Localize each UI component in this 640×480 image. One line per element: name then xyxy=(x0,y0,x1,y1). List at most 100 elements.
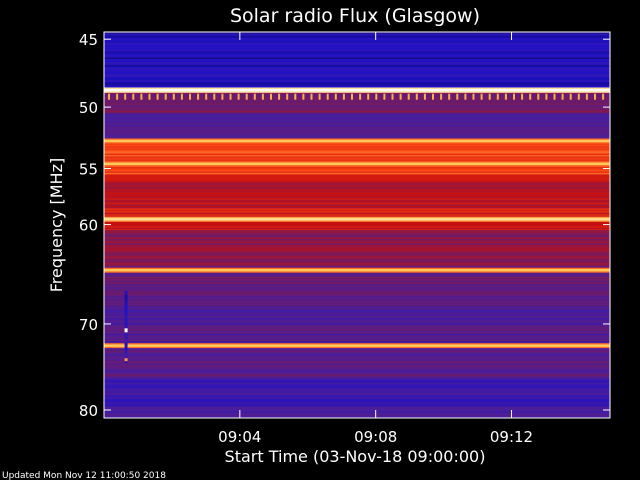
spike-mark xyxy=(108,93,110,100)
spike-mark xyxy=(367,93,370,100)
band-row xyxy=(104,284,610,286)
band-row xyxy=(104,125,610,128)
spike-mark xyxy=(423,93,426,100)
burst-segment xyxy=(124,322,128,327)
band-row xyxy=(104,133,610,135)
band-row xyxy=(104,38,610,40)
band-row xyxy=(104,312,610,315)
band-row xyxy=(104,396,610,399)
band-row xyxy=(104,186,610,189)
y-tick-label: 60 xyxy=(79,217,98,235)
band-row xyxy=(104,349,610,352)
band-row xyxy=(104,308,610,310)
band-row xyxy=(104,212,610,215)
band-row xyxy=(104,390,610,393)
band-row xyxy=(104,187,610,190)
band-row xyxy=(104,51,610,54)
band-row xyxy=(104,211,610,213)
burst-segment xyxy=(124,290,128,295)
burst-segment xyxy=(124,342,128,347)
y-axis-ticks: 45 50 55 60 70 80 xyxy=(79,31,98,420)
band-row xyxy=(104,393,610,396)
band-row xyxy=(104,299,610,301)
band-row xyxy=(104,156,610,159)
spike-mark xyxy=(472,93,475,100)
band-row xyxy=(104,258,610,261)
emission-line xyxy=(104,269,610,272)
band-row xyxy=(104,378,610,381)
spike-mark xyxy=(164,93,167,100)
band-row xyxy=(104,103,610,105)
band-row xyxy=(104,388,610,391)
burst-segment xyxy=(124,334,128,339)
band-row xyxy=(104,273,610,276)
band-row xyxy=(104,278,610,280)
band-row xyxy=(104,255,610,258)
band-row xyxy=(104,171,610,174)
spike-mark xyxy=(278,93,281,100)
band-row xyxy=(104,144,610,147)
band-row xyxy=(104,382,610,385)
band-row xyxy=(104,348,610,350)
spike-mark xyxy=(197,93,200,100)
band-row xyxy=(104,54,610,57)
band-row xyxy=(104,198,610,201)
band-row xyxy=(104,400,610,403)
burst-segment xyxy=(124,318,128,323)
spike-mark xyxy=(432,93,434,100)
band-row xyxy=(104,146,610,148)
band-row xyxy=(104,209,610,212)
band-row xyxy=(104,379,610,382)
band-row xyxy=(104,116,610,119)
band-row xyxy=(104,415,610,418)
band-row xyxy=(104,405,610,408)
band-row xyxy=(104,190,610,193)
band-row xyxy=(104,403,610,406)
spike-mark xyxy=(399,93,402,100)
band-row xyxy=(104,256,610,259)
band-row xyxy=(104,214,610,216)
band-row xyxy=(104,147,610,150)
band-row xyxy=(104,137,610,139)
burst-segment xyxy=(124,330,128,335)
band-row xyxy=(104,232,610,235)
interference-spikes xyxy=(108,93,605,100)
band-row xyxy=(104,81,610,84)
band-row xyxy=(104,406,610,409)
band-row xyxy=(104,100,610,102)
spike-mark xyxy=(569,93,572,100)
burst-segment xyxy=(124,314,128,319)
band-row xyxy=(104,244,610,247)
x-tick-label: 09:04 xyxy=(218,428,261,446)
band-row xyxy=(104,195,610,198)
spike-mark xyxy=(334,93,337,100)
band-row xyxy=(104,83,610,85)
burst-peak xyxy=(124,328,128,333)
band-row xyxy=(104,252,610,255)
band-row xyxy=(104,261,610,264)
band-row xyxy=(104,333,610,336)
band-row xyxy=(104,189,610,192)
band-row xyxy=(104,408,610,411)
band-row xyxy=(104,279,610,282)
band-row xyxy=(104,305,610,307)
band-row xyxy=(104,84,610,87)
band-row xyxy=(104,285,610,288)
spike-mark xyxy=(148,93,151,100)
band-row xyxy=(104,86,610,88)
band-row xyxy=(104,63,610,66)
band-row xyxy=(104,175,610,178)
band-row xyxy=(104,330,610,333)
band-row xyxy=(104,243,610,246)
band-row xyxy=(104,174,610,177)
band-row xyxy=(104,95,610,98)
spike-mark xyxy=(318,93,321,100)
spike-mark xyxy=(221,93,224,100)
burst-segment xyxy=(124,346,128,351)
band-row xyxy=(104,318,610,321)
band-row xyxy=(104,124,610,126)
spike-mark xyxy=(189,93,191,100)
band-row xyxy=(104,320,610,322)
band-row xyxy=(104,293,610,295)
